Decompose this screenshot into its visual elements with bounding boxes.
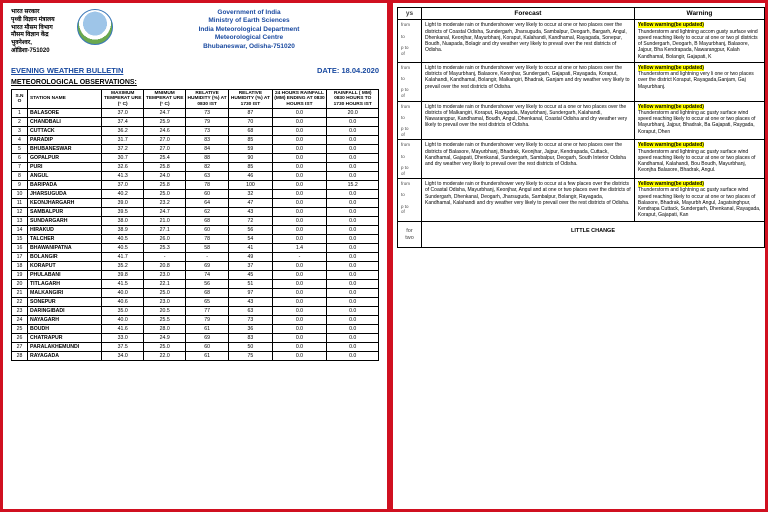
table-row: 10JHARSUGUDA40.225.060320.00.0 [12, 190, 379, 199]
table-row: 26CHATRAPUR33.024.969830.00.0 [12, 334, 379, 343]
table-row: 13SUNDARGARH38.021.068720.00.0 [12, 217, 379, 226]
table-row: 15TALCHER40.526.078540.00.0 [12, 235, 379, 244]
col-forecast: Forecast [422, 8, 635, 20]
obs-col-0: S.N O [12, 89, 28, 109]
bulletin-date: DATE: 18.04.2020 [317, 66, 379, 75]
warning-text: Yellow warning(be updated)Thunderstorm a… [634, 140, 764, 179]
table-row: 28RAYAGADA34.022.061750.00.0 [12, 352, 379, 361]
table-row: 14HIRAKUD38.927.160560.00.0 [12, 226, 379, 235]
obs-col-3: MNIMUM TEMPERAT URE (° C) [144, 89, 186, 109]
forecast-row: from to p to ofLight to moderate rain or… [398, 62, 765, 101]
obs-col-4: RELATIVE HUMIDITY (%) AT 0830 IST [185, 89, 228, 109]
table-row: 5BHUBANESWAR37.227.084590.00.0 [12, 145, 379, 154]
table-row: 8ANGUL41.324.063460.00.0 [12, 172, 379, 181]
forecast-row: from to p to ofLight to moderate rain or… [398, 179, 765, 222]
left-panel: भारत सरकार पृथ्वी विज्ञान मंत्रालय भारत … [0, 0, 390, 512]
table-row: 27PARALAKHEMUNDI37.525.060500.00.0 [12, 343, 379, 352]
table-row: 2CHANDBALI37.425.979700.00.0 [12, 118, 379, 127]
warning-text: Yellow warning(be updated)Thunderstorm a… [634, 62, 764, 101]
table-row: 1BALASORE37.024.773870.020.0 [12, 109, 379, 118]
forecast-row: from to p to ofLight to moderate rain or… [398, 20, 765, 63]
title-row: EVENING WEATHER BULLETIN DATE: 18.04.202… [11, 66, 379, 75]
table-row: 12SAMBALPUR39.524.762430.00.0 [12, 208, 379, 217]
forecast-text: Light to moderate rain or thundershower … [422, 179, 635, 222]
table-row: 6GOPALPUR30.725.488900.00.0 [12, 154, 379, 163]
yellow-warning: Yellow warning(be updated) [638, 22, 704, 28]
table-row: 16BHAWANIPATNA40.525.358411.40.0 [12, 244, 379, 253]
forecast-table: ys Forecast Warning from to p to ofLight… [397, 7, 765, 248]
imd-logo [77, 9, 113, 45]
table-row: 9BARIPADA37.025.8781000.015.2 [12, 181, 379, 190]
bulletin-title: EVENING WEATHER BULLETIN [11, 66, 123, 75]
right-panel: ys Forecast Warning from to p to ofLight… [390, 0, 768, 512]
yellow-warning: Yellow warning(be updated) [638, 142, 704, 148]
table-row: 7PURI32.625.882850.00.0 [12, 163, 379, 172]
obs-col-5: RELATIVE HUMIDITY (%) AT 1730 IST [229, 89, 272, 109]
table-row: 18KORAPUT35.220.869370.00.0 [12, 262, 379, 271]
outlook-text: LITTLE CHANGE [422, 221, 765, 248]
forecast-text: Light to moderate rain or thundershower … [422, 20, 635, 63]
forecast-text: Light to moderate rain or thundershower … [422, 101, 635, 140]
warning-text: Yellow warning(be updated)Thunderstorm a… [634, 179, 764, 222]
forecast-text: Light to moderate rain or thundershower … [422, 140, 635, 179]
yellow-warning: Yellow warning(be updated) [638, 181, 704, 187]
obs-col-1: STATION NAME [28, 89, 102, 109]
obs-col-6: 24 HOURS RAINFALL (MM) ENDING AT 0830 HO… [272, 89, 327, 109]
table-row: 23DARINGIBADI35.020.577630.00.0 [12, 307, 379, 316]
table-row: 3CUTTACK36.224.673680.00.0 [12, 127, 379, 136]
obs-col-7: RAINFALL ( MM) 0830 HOURS TO 1730 HOURS … [327, 89, 379, 109]
col-warning: Warning [634, 8, 764, 20]
table-row: 17BOLANGIR41.7--49-0.0 [12, 253, 379, 262]
hindi-block: भारत सरकार पृथ्वी विज्ञान मंत्रालय भारत … [11, 9, 71, 56]
header: भारत सरकार पृथ्वी विज्ञान मंत्रालय भारत … [11, 9, 379, 56]
obs-table: S.N OSTATION NAMEMAXIMUM TEMPERAT URE (°… [11, 89, 379, 362]
table-row: 11KEONJHARGARH39.023.264470.00.0 [12, 199, 379, 208]
forecast-row: from to p to ofLight to moderate rain or… [398, 140, 765, 179]
yellow-warning: Yellow warning(be updated) [638, 104, 704, 110]
obs-col-2: MAXIMUM TEMPERAT URE (° C) [102, 89, 144, 109]
table-row: 21MALKANGIRI40.025.068970.00.0 [12, 289, 379, 298]
outlook-row: for twoLITTLE CHANGE [398, 221, 765, 248]
table-row: 4PARADIP31.727.083850.00.0 [12, 136, 379, 145]
col-days: ys [398, 8, 422, 20]
table-row: 19PHULABANI39.823.074450.00.0 [12, 271, 379, 280]
table-row: 24NAYAGARH40.025.579730.00.0 [12, 316, 379, 325]
forecast-text: Light to moderate rain or thundershower … [422, 62, 635, 101]
table-row: 20TITLAGARH41.522.156510.00.0 [12, 280, 379, 289]
section-heading: METEOROLOGICAL OBSERVATIONS: [11, 79, 379, 86]
forecast-row: from to p to ofLight to moderate rain or… [398, 101, 765, 140]
warning-text: Yellow warning(be updated)Thunderstorm a… [634, 101, 764, 140]
warning-text: Yellow warning(be updated)Thunderstorm a… [634, 20, 764, 63]
yellow-warning: Yellow warning(be updated) [638, 65, 704, 71]
gov-block: Government of India Ministry of Earth Sc… [119, 9, 379, 51]
table-row: 25BOUDH41.628.061360.00.0 [12, 325, 379, 334]
table-row: 22SONEPUR40.623.065430.00.0 [12, 298, 379, 307]
